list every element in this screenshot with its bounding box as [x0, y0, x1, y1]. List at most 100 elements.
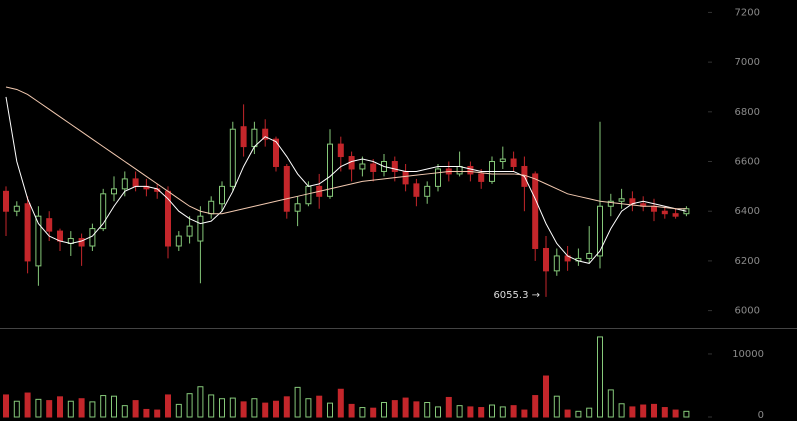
volume-bar [586, 407, 593, 418]
volume-bar [121, 405, 128, 418]
volume-bar [111, 395, 117, 418]
candle-body [13, 205, 20, 212]
candle-body [46, 218, 53, 232]
volume-bar [640, 404, 647, 418]
candle-body [78, 238, 85, 247]
volume-bar [413, 401, 420, 418]
candle-body [305, 185, 312, 205]
candle-body [391, 161, 398, 172]
volume-bar [89, 401, 96, 418]
volume-bar [575, 410, 582, 418]
y-tick-label: 7200 [735, 7, 760, 18]
volume-bar [478, 407, 485, 418]
volume-bar [78, 398, 85, 418]
volume-bar [489, 404, 495, 418]
candle-body [262, 128, 269, 140]
volume-bar [402, 397, 409, 418]
volume-bar [370, 407, 377, 418]
candle-body [251, 128, 258, 148]
candle-body [553, 255, 560, 272]
volume-bar [316, 395, 323, 418]
volume-bar [445, 396, 452, 418]
volume-bar [456, 405, 463, 418]
volume-bar [186, 393, 193, 418]
candle-body [597, 205, 603, 257]
volume-bar [35, 398, 42, 418]
candle-body [467, 165, 474, 175]
volume-bar [175, 403, 182, 418]
candle-body [424, 185, 431, 197]
candle-body [24, 203, 31, 262]
candle-body [327, 143, 333, 197]
moving-average [5, 86, 687, 215]
volume-bar [262, 402, 269, 418]
volume-bar [273, 400, 279, 418]
volume-bar [24, 392, 31, 418]
volume-bar [348, 403, 355, 418]
candle-body [219, 185, 225, 205]
candle-body [672, 213, 679, 217]
volume-bar [553, 395, 560, 418]
candle-body [111, 188, 117, 195]
volume-bar [251, 398, 258, 418]
candle-body [532, 173, 539, 249]
volume-bar [543, 375, 549, 418]
volume-bar [305, 398, 312, 418]
volume-bar [424, 402, 431, 418]
candle-body [132, 178, 139, 187]
volume-bar [294, 386, 301, 418]
volume-bar [521, 409, 528, 418]
volume-bar [629, 406, 636, 418]
candle-body [651, 205, 657, 212]
volume-bar [219, 398, 225, 418]
volume-bar [13, 400, 20, 418]
candle-body [543, 247, 549, 272]
y-tick-label: 6800 [735, 107, 760, 118]
candle-body [57, 230, 63, 242]
volume-bar [359, 407, 366, 418]
volume-bar [67, 400, 74, 418]
candle-body [499, 158, 506, 163]
volume-bar [672, 409, 679, 418]
y-tick-label: 6000 [735, 306, 760, 317]
volume-bar [683, 410, 690, 418]
volume-bar [143, 408, 150, 418]
candle-body [435, 168, 441, 187]
volume-bar [510, 405, 517, 418]
candle-body [273, 138, 279, 167]
volume-bar [3, 394, 9, 418]
volume-bar [240, 401, 247, 418]
low-annotation: 6055.3 → [493, 290, 540, 301]
volume-bar [499, 406, 506, 418]
candle-body [618, 198, 625, 202]
candle-body [456, 165, 463, 175]
volume-bar [197, 386, 204, 418]
volume-bar [607, 389, 614, 418]
volume-bar [46, 400, 53, 418]
volume-bar [597, 336, 603, 418]
candle-body [359, 163, 366, 170]
volume-bar [651, 403, 657, 418]
volume-bar [532, 395, 539, 418]
candle-body [413, 183, 420, 197]
candle-body [35, 215, 42, 267]
volume-bar [661, 407, 668, 418]
candle-body [402, 170, 409, 185]
volume-bar [165, 394, 171, 418]
candle-body [283, 165, 290, 212]
candle-body [607, 200, 614, 207]
volume-bar [283, 396, 290, 418]
volume-bar [229, 397, 236, 418]
volume-bar [381, 402, 387, 418]
candle-body [100, 193, 107, 230]
volume-bar [132, 400, 139, 418]
y-tick-label: 6200 [735, 256, 760, 267]
volume-bar [435, 406, 441, 418]
candle-body [337, 143, 344, 158]
volume-bar [467, 406, 474, 418]
volume-bar [337, 388, 344, 418]
volume-bar [618, 403, 625, 418]
volume-bar [208, 394, 215, 418]
